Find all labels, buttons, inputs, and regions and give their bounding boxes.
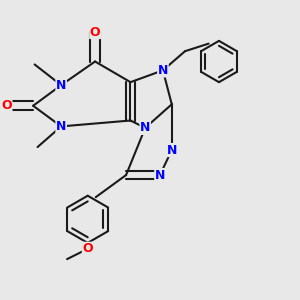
Text: N: N — [155, 169, 165, 182]
Text: N: N — [56, 120, 66, 133]
Text: N: N — [56, 79, 66, 92]
Text: N: N — [140, 122, 150, 134]
Text: O: O — [82, 242, 93, 255]
Text: N: N — [167, 143, 177, 157]
Text: O: O — [90, 26, 101, 38]
Text: N: N — [158, 64, 168, 77]
Text: O: O — [1, 99, 12, 112]
